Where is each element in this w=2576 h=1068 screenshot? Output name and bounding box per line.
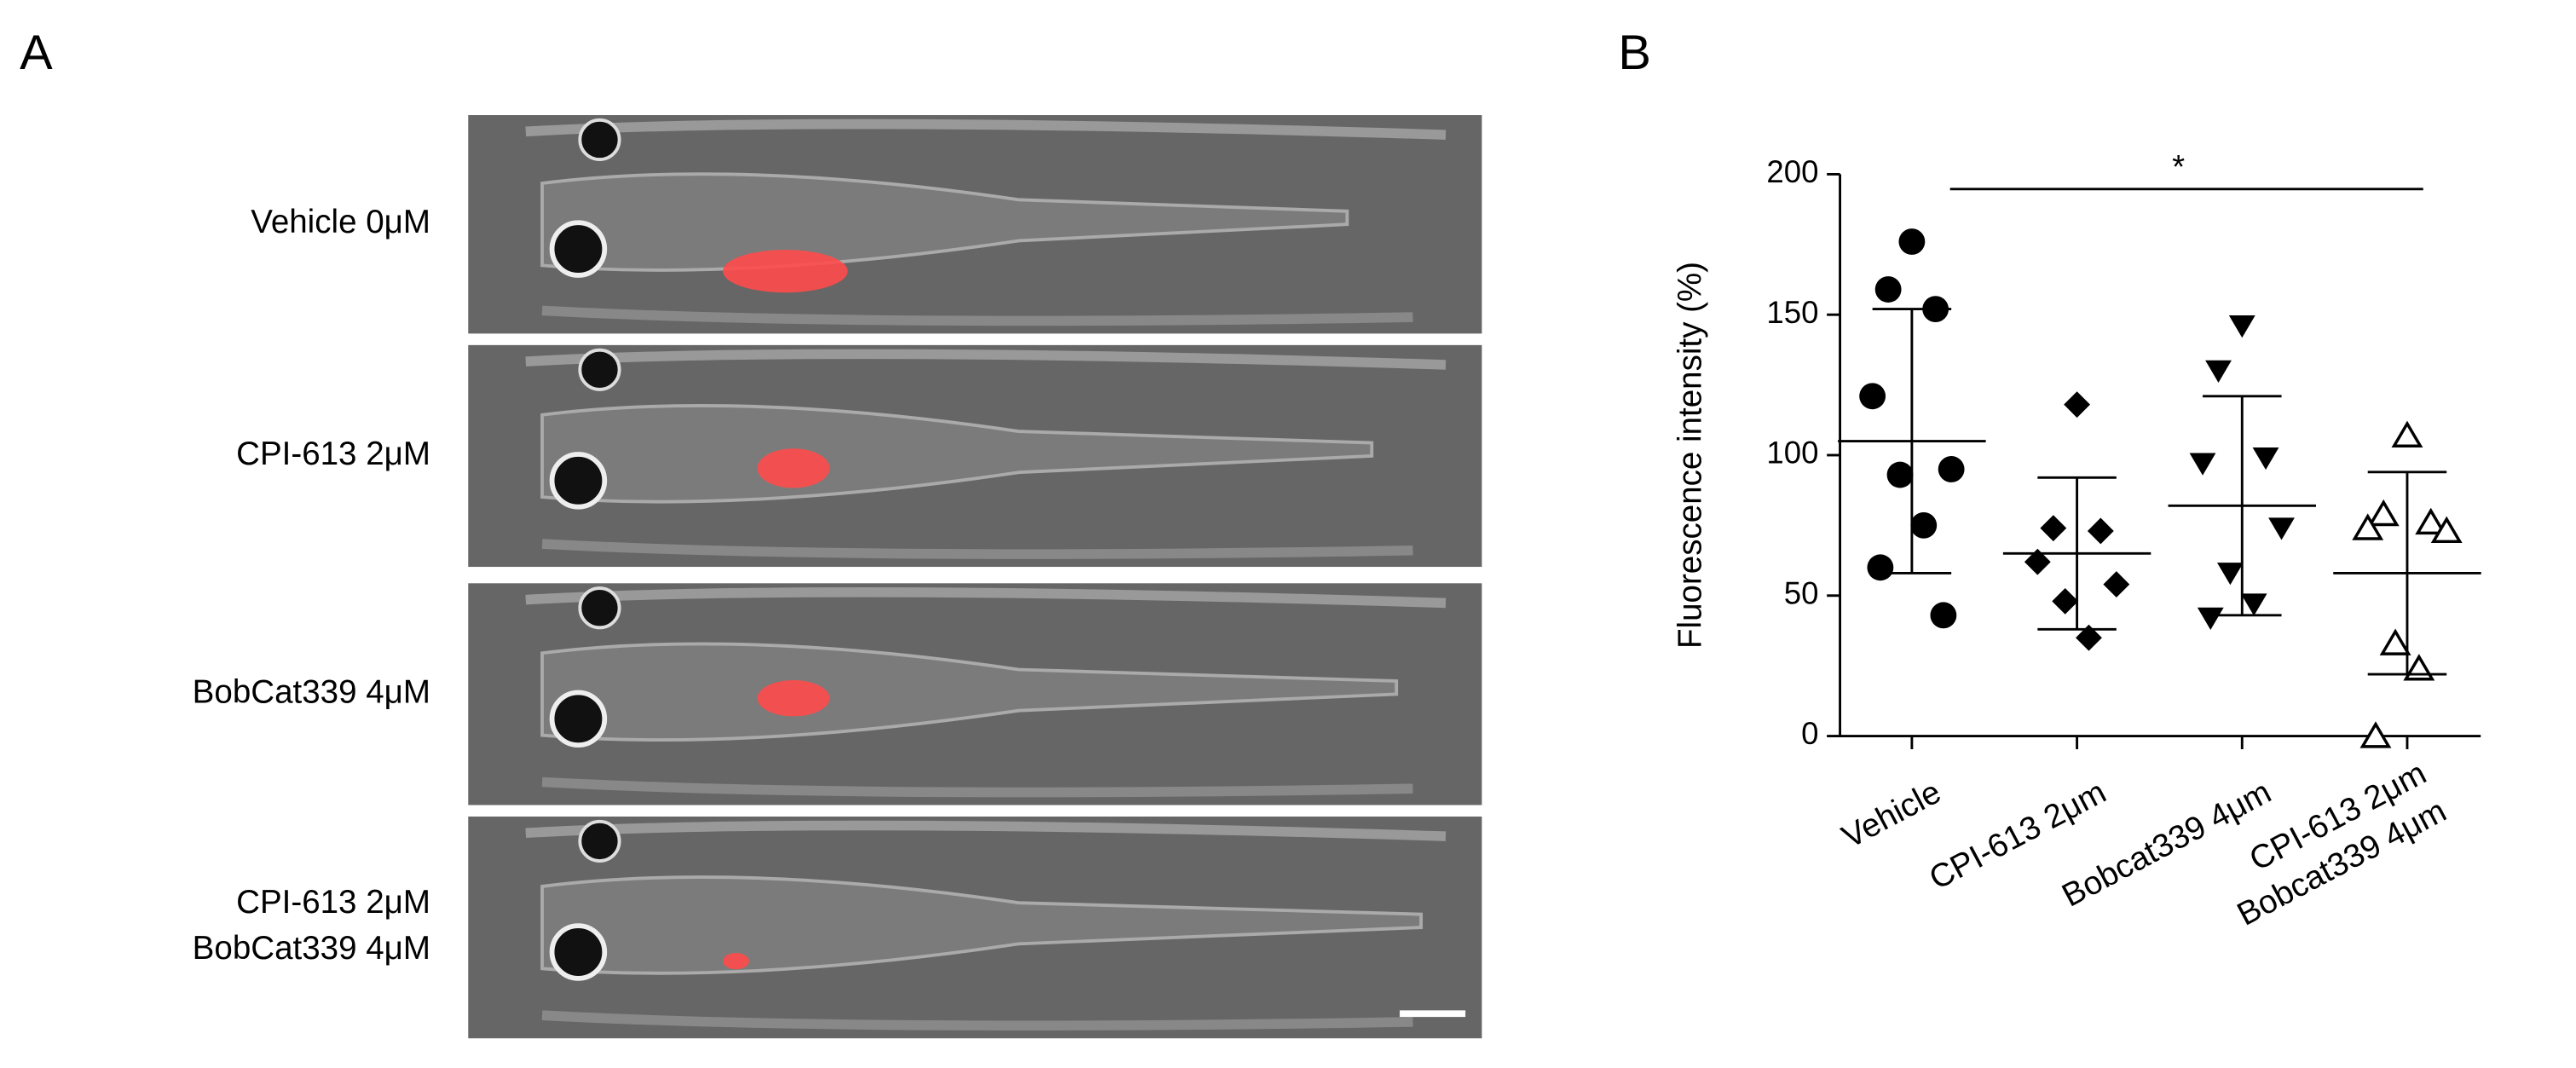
fish-eye	[549, 690, 608, 748]
y-tick-label: 150	[1766, 295, 1818, 330]
data-point	[1859, 383, 1886, 410]
data-point	[2205, 360, 2232, 383]
data-point	[2391, 420, 2423, 447]
data-point	[2415, 507, 2447, 535]
fish-eye	[578, 118, 621, 162]
fish-body	[540, 642, 1399, 742]
data-point	[2052, 587, 2079, 615]
data-point	[1867, 554, 1894, 581]
y-tick-label: 200	[1766, 154, 1818, 189]
data-point	[2359, 721, 2392, 748]
text-line: CPI-613 2μM	[236, 884, 430, 921]
fish-body	[525, 820, 1447, 841]
data-point	[2367, 499, 2400, 527]
data-point	[2040, 515, 2067, 542]
data-point	[2240, 593, 2267, 616]
data-point	[1898, 228, 1926, 255]
fish-body	[541, 1010, 1413, 1031]
fluorescence	[757, 448, 830, 488]
fluorescence	[757, 680, 830, 717]
data-point	[2064, 391, 2091, 419]
row-label: BobCat339 4μM	[193, 674, 430, 711]
row-label: CPI-613 2μM BobCat339 4μM	[193, 884, 430, 967]
fluorescence	[723, 952, 749, 970]
fluorescence	[723, 250, 848, 293]
fish-eye	[578, 348, 621, 391]
data-point	[1930, 602, 1957, 629]
x-tick-label: Vehicle	[1836, 774, 1947, 856]
text-line: CPI-613 2μM	[236, 436, 430, 472]
fish-eye	[549, 220, 608, 278]
data-point	[1874, 276, 1902, 303]
data-point	[2103, 571, 2130, 598]
data-point	[2216, 563, 2244, 586]
fish-eye	[549, 452, 608, 510]
text-line: BobCat339 4μM	[193, 930, 430, 967]
fish-body	[541, 776, 1413, 798]
data-point	[1938, 456, 1965, 482]
data-point	[2197, 607, 2224, 631]
y-tick-label: 50	[1784, 575, 1819, 610]
data-point	[2352, 513, 2384, 540]
data-point	[2268, 517, 2295, 540]
fish-eye	[578, 819, 621, 863]
row-label: Vehicle 0μM	[251, 204, 430, 240]
row-label: CPI-613 2μM	[236, 436, 430, 472]
fish-body	[525, 118, 1447, 140]
significance-star: *	[2172, 149, 2185, 186]
text-line: Vehicle 0μM	[251, 204, 430, 240]
data-point	[2379, 628, 2411, 655]
micrographs	[468, 115, 1482, 1039]
y-axis-label: Fluorescence intensity (%)	[1672, 262, 1708, 649]
fish-body	[525, 349, 1447, 370]
text-line: BobCat339 4μM	[193, 674, 430, 711]
fish-body	[540, 404, 1374, 504]
y-tick-label: 100	[1766, 436, 1818, 470]
data-point	[2087, 517, 2114, 545]
fish-body	[541, 305, 1413, 326]
fish-eye	[578, 586, 621, 630]
data-point	[2024, 548, 2051, 575]
panel-label: B	[1618, 26, 1651, 80]
fish-body	[525, 587, 1447, 609]
y-tick-label: 0	[1801, 716, 1818, 751]
data-point	[1910, 511, 1938, 539]
data-point	[2189, 453, 2216, 476]
data-point	[1886, 461, 1914, 488]
fish-body	[540, 875, 1424, 975]
fish-body	[540, 172, 1349, 272]
text-line: Vehicle	[1836, 774, 1947, 856]
data-point	[2252, 447, 2279, 470]
data-point	[2430, 516, 2463, 544]
panel-label: A	[20, 26, 53, 80]
data-point	[2403, 654, 2435, 681]
fish-body	[541, 539, 1413, 559]
data-point	[2228, 315, 2255, 338]
fish-eye	[549, 923, 608, 981]
